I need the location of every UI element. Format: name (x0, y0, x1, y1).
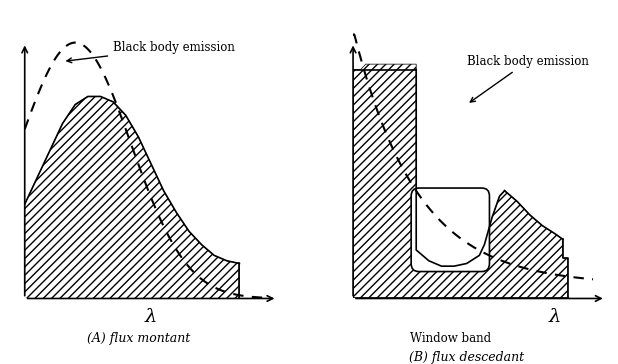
Text: Black body emission: Black body emission (467, 55, 588, 102)
Text: Black body emission: Black body emission (67, 41, 235, 63)
Text: (B) flux descedant: (B) flux descedant (409, 351, 524, 364)
Text: λ: λ (145, 308, 157, 327)
Polygon shape (25, 96, 239, 298)
Text: (A) flux montant: (A) flux montant (87, 332, 190, 345)
Text: Window band: Window band (410, 332, 491, 345)
Text: λ: λ (549, 308, 561, 327)
Polygon shape (353, 64, 568, 298)
FancyBboxPatch shape (411, 188, 489, 272)
